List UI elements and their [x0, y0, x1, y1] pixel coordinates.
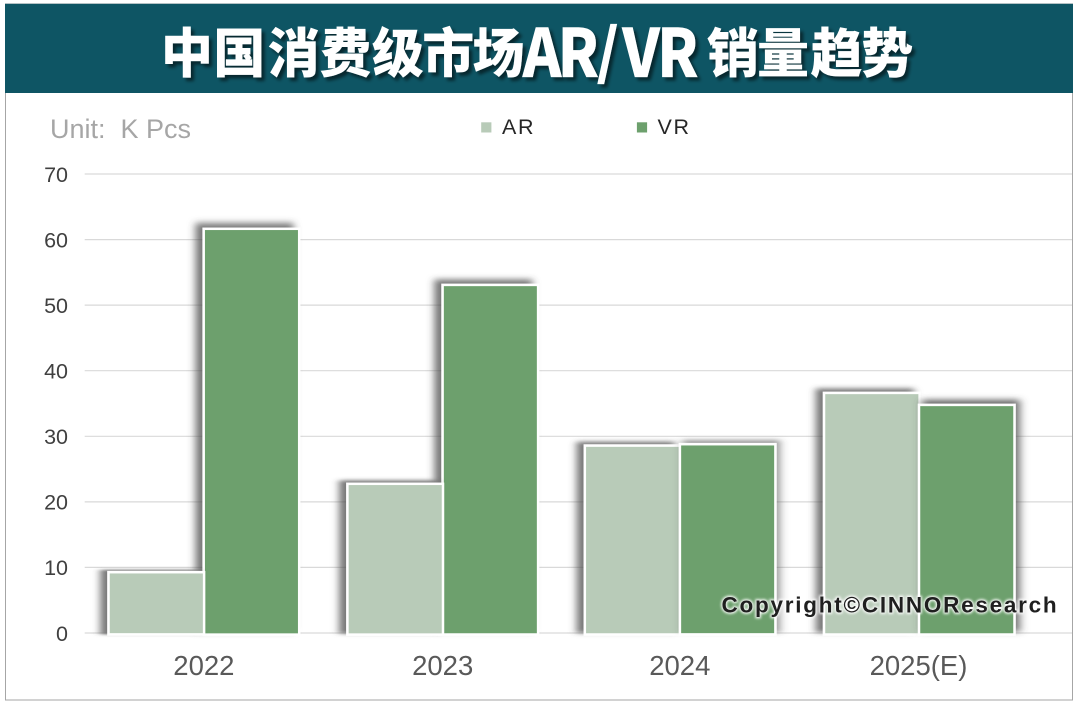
- svg-text:0: 0: [56, 622, 68, 646]
- svg-text:60: 60: [44, 228, 68, 252]
- svg-text:70: 70: [44, 163, 68, 187]
- svg-text:2024: 2024: [649, 650, 710, 681]
- svg-text:50: 50: [44, 294, 68, 318]
- svg-text:40: 40: [44, 360, 68, 384]
- svg-text:2022: 2022: [173, 650, 234, 681]
- svg-text:20: 20: [44, 491, 68, 515]
- svg-text:AR: AR: [502, 115, 535, 139]
- svg-text:K Pcs: K Pcs: [121, 114, 192, 144]
- svg-text:Copyright©CINNOResearch: Copyright©CINNOResearch: [722, 593, 1059, 618]
- svg-text:Copyright©CINNOResearch: Copyright©CINNOResearch: [722, 593, 1059, 618]
- svg-text:Unit:: Unit:: [50, 114, 106, 144]
- svg-text:2025(E): 2025(E): [870, 650, 968, 681]
- svg-text:10: 10: [44, 556, 68, 580]
- svg-text:2023: 2023: [412, 650, 473, 681]
- svg-text:30: 30: [44, 425, 68, 449]
- svg-text:VR: VR: [658, 115, 691, 139]
